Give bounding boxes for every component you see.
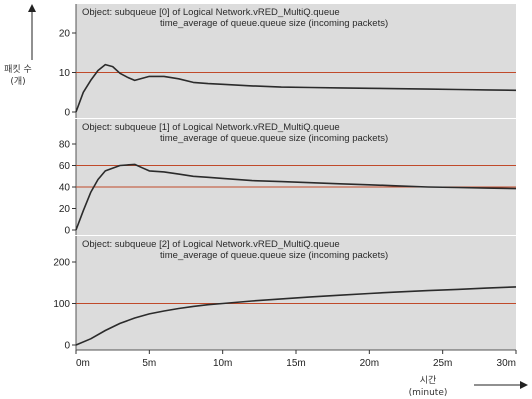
x-axis-label-line1: 시간: [420, 375, 437, 386]
x-tick-label: 20m: [360, 358, 379, 369]
x-tick-label: 10m: [213, 358, 232, 369]
panel-1: Object: subqueue [1] of Logical Network.…: [59, 119, 517, 237]
x-tick-labels: 0m 5m 10m 15m 20m 25m 30m: [75, 350, 517, 369]
y-axis-arrow: [28, 4, 36, 60]
panel-title-line1: Object: subqueue [0] of Logical Network.…: [82, 7, 340, 18]
y-tick-label: 200: [53, 258, 70, 269]
panel-title-line2: time_average of queue.queue size (incomi…: [160, 18, 388, 29]
x-axis-arrow: [474, 381, 528, 389]
y-tick-label: 20: [59, 204, 71, 215]
panel-2: Object: subqueue [2] of Logical Network.…: [53, 236, 517, 352]
y-tick-label: 40: [59, 183, 71, 194]
y-axis-label-line2: (개): [10, 76, 25, 87]
y-tick-label: 20: [59, 29, 71, 40]
x-tick-label: 30m: [497, 358, 516, 369]
y-axis-label-line1: 패킷 수: [4, 63, 32, 75]
y-tick-label: 100: [53, 299, 70, 310]
x-tick-label: 0m: [76, 358, 90, 369]
panel-background: [76, 236, 516, 350]
panel-background: [76, 119, 516, 235]
x-tick-label: 5m: [142, 358, 156, 369]
panels-group: Object: subqueue [0] of Logical Network.…: [53, 4, 517, 352]
panel-title-line2: time_average of queue.queue size (incomi…: [160, 133, 388, 144]
y-tick-label: 0: [64, 108, 70, 119]
y-tick-label: 0: [64, 341, 70, 352]
y-tick-label: 80: [59, 140, 71, 151]
x-tick-label: 15m: [286, 358, 305, 369]
panel-title-line2: time_average of queue.queue size (incomi…: [160, 250, 388, 261]
y-tick-label: 60: [59, 161, 71, 172]
y-tick-label: 0: [64, 226, 70, 237]
x-tick-label: 25m: [433, 358, 452, 369]
panel-0: Object: subqueue [0] of Logical Network.…: [59, 4, 517, 119]
series-line: [75, 163, 517, 231]
series-line: [75, 63, 517, 113]
panel-title-line1: Object: subqueue [2] of Logical Network.…: [82, 239, 340, 250]
panel-title-line1: Object: subqueue [1] of Logical Network.…: [82, 122, 340, 133]
y-tick-label: 10: [59, 68, 71, 79]
panel-background: [76, 4, 516, 118]
series-line: [75, 286, 517, 346]
x-axis-label-line2: (minute): [409, 388, 448, 398]
